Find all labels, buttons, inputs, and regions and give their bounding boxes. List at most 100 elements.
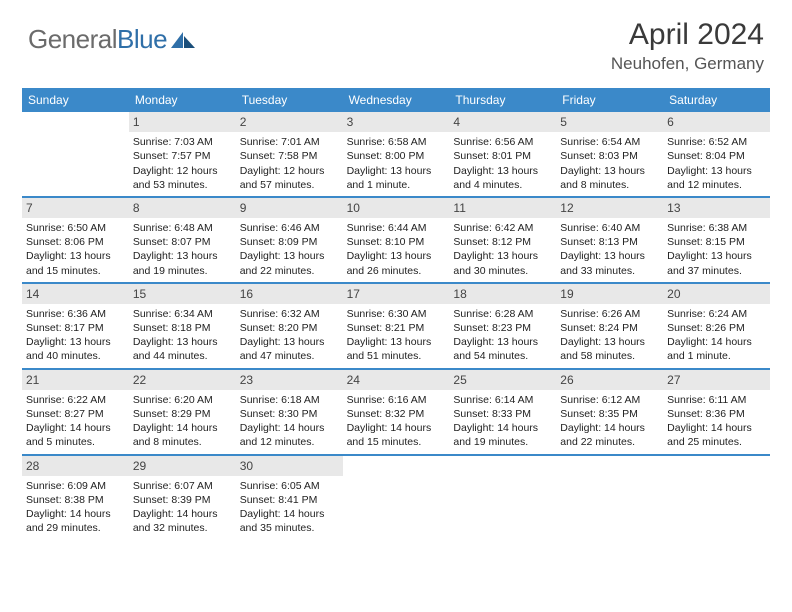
day-body: Sunrise: 6:24 AMSunset: 8:26 PMDaylight:… bbox=[663, 304, 770, 368]
sunrise-text: Sunrise: 6:40 AM bbox=[560, 221, 659, 235]
day-number bbox=[343, 456, 450, 476]
day-body: Sunrise: 6:28 AMSunset: 8:23 PMDaylight:… bbox=[449, 304, 556, 368]
sunrise-text: Sunrise: 7:01 AM bbox=[240, 135, 339, 149]
sunrise-text: Sunrise: 6:32 AM bbox=[240, 307, 339, 321]
daylight-text: Daylight: 13 hours and 8 minutes. bbox=[560, 164, 659, 192]
title-block: April 2024 Neuhofen, Germany bbox=[611, 18, 764, 74]
week-row: 14Sunrise: 6:36 AMSunset: 8:17 PMDayligh… bbox=[22, 282, 770, 368]
sunset-text: Sunset: 8:17 PM bbox=[26, 321, 125, 335]
daylight-text: Daylight: 13 hours and 40 minutes. bbox=[26, 335, 125, 363]
day-number: 13 bbox=[663, 198, 770, 218]
sunset-text: Sunset: 8:06 PM bbox=[26, 235, 125, 249]
day-28: 28Sunrise: 6:09 AMSunset: 8:38 PMDayligh… bbox=[22, 456, 129, 540]
sunrise-text: Sunrise: 6:20 AM bbox=[133, 393, 232, 407]
day-number: 20 bbox=[663, 284, 770, 304]
sunset-text: Sunset: 8:30 PM bbox=[240, 407, 339, 421]
sunrise-text: Sunrise: 6:38 AM bbox=[667, 221, 766, 235]
day-empty bbox=[663, 456, 770, 540]
location-label: Neuhofen, Germany bbox=[611, 54, 764, 74]
weeks-grid: 1Sunrise: 7:03 AMSunset: 7:57 PMDaylight… bbox=[22, 112, 770, 539]
weekday-thursday: Thursday bbox=[449, 88, 556, 112]
day-24: 24Sunrise: 6:16 AMSunset: 8:32 PMDayligh… bbox=[343, 370, 450, 454]
day-19: 19Sunrise: 6:26 AMSunset: 8:24 PMDayligh… bbox=[556, 284, 663, 368]
day-15: 15Sunrise: 6:34 AMSunset: 8:18 PMDayligh… bbox=[129, 284, 236, 368]
daylight-text: Daylight: 14 hours and 15 minutes. bbox=[347, 421, 446, 449]
daylight-text: Daylight: 13 hours and 4 minutes. bbox=[453, 164, 552, 192]
weekday-sunday: Sunday bbox=[22, 88, 129, 112]
daylight-text: Daylight: 14 hours and 12 minutes. bbox=[240, 421, 339, 449]
day-number: 23 bbox=[236, 370, 343, 390]
daylight-text: Daylight: 14 hours and 32 minutes. bbox=[133, 507, 232, 535]
sunset-text: Sunset: 8:29 PM bbox=[133, 407, 232, 421]
day-body: Sunrise: 6:52 AMSunset: 8:04 PMDaylight:… bbox=[663, 132, 770, 196]
week-row: 7Sunrise: 6:50 AMSunset: 8:06 PMDaylight… bbox=[22, 196, 770, 282]
sunset-text: Sunset: 8:15 PM bbox=[667, 235, 766, 249]
weekday-saturday: Saturday bbox=[663, 88, 770, 112]
sunrise-text: Sunrise: 6:11 AM bbox=[667, 393, 766, 407]
sunset-text: Sunset: 8:32 PM bbox=[347, 407, 446, 421]
day-29: 29Sunrise: 6:07 AMSunset: 8:39 PMDayligh… bbox=[129, 456, 236, 540]
sunset-text: Sunset: 8:18 PM bbox=[133, 321, 232, 335]
day-number: 18 bbox=[449, 284, 556, 304]
sunset-text: Sunset: 8:04 PM bbox=[667, 149, 766, 163]
day-body: Sunrise: 6:05 AMSunset: 8:41 PMDaylight:… bbox=[236, 476, 343, 540]
day-2: 2Sunrise: 7:01 AMSunset: 7:58 PMDaylight… bbox=[236, 112, 343, 196]
weekday-friday: Friday bbox=[556, 88, 663, 112]
day-number: 7 bbox=[22, 198, 129, 218]
day-3: 3Sunrise: 6:58 AMSunset: 8:00 PMDaylight… bbox=[343, 112, 450, 196]
daylight-text: Daylight: 14 hours and 22 minutes. bbox=[560, 421, 659, 449]
day-11: 11Sunrise: 6:42 AMSunset: 8:12 PMDayligh… bbox=[449, 198, 556, 282]
sunset-text: Sunset: 8:01 PM bbox=[453, 149, 552, 163]
sunrise-text: Sunrise: 6:22 AM bbox=[26, 393, 125, 407]
day-12: 12Sunrise: 6:40 AMSunset: 8:13 PMDayligh… bbox=[556, 198, 663, 282]
day-body: Sunrise: 6:30 AMSunset: 8:21 PMDaylight:… bbox=[343, 304, 450, 368]
day-number: 25 bbox=[449, 370, 556, 390]
sunset-text: Sunset: 8:36 PM bbox=[667, 407, 766, 421]
day-21: 21Sunrise: 6:22 AMSunset: 8:27 PMDayligh… bbox=[22, 370, 129, 454]
day-27: 27Sunrise: 6:11 AMSunset: 8:36 PMDayligh… bbox=[663, 370, 770, 454]
day-number: 11 bbox=[449, 198, 556, 218]
day-body: Sunrise: 6:12 AMSunset: 8:35 PMDaylight:… bbox=[556, 390, 663, 454]
logo: GeneralBlue bbox=[28, 24, 197, 55]
day-body: Sunrise: 6:26 AMSunset: 8:24 PMDaylight:… bbox=[556, 304, 663, 368]
day-body: Sunrise: 6:16 AMSunset: 8:32 PMDaylight:… bbox=[343, 390, 450, 454]
sunrise-text: Sunrise: 7:03 AM bbox=[133, 135, 232, 149]
daylight-text: Daylight: 13 hours and 33 minutes. bbox=[560, 249, 659, 277]
logo-sail-icon bbox=[169, 30, 197, 50]
day-body: Sunrise: 6:09 AMSunset: 8:38 PMDaylight:… bbox=[22, 476, 129, 540]
day-body: Sunrise: 6:32 AMSunset: 8:20 PMDaylight:… bbox=[236, 304, 343, 368]
daylight-text: Daylight: 13 hours and 12 minutes. bbox=[667, 164, 766, 192]
day-number: 21 bbox=[22, 370, 129, 390]
day-number bbox=[449, 456, 556, 476]
day-number: 27 bbox=[663, 370, 770, 390]
day-9: 9Sunrise: 6:46 AMSunset: 8:09 PMDaylight… bbox=[236, 198, 343, 282]
sunset-text: Sunset: 8:09 PM bbox=[240, 235, 339, 249]
sunset-text: Sunset: 8:24 PM bbox=[560, 321, 659, 335]
sunrise-text: Sunrise: 6:26 AM bbox=[560, 307, 659, 321]
day-number: 9 bbox=[236, 198, 343, 218]
weekday-monday: Monday bbox=[129, 88, 236, 112]
daylight-text: Daylight: 14 hours and 8 minutes. bbox=[133, 421, 232, 449]
day-number: 4 bbox=[449, 112, 556, 132]
day-body: Sunrise: 6:40 AMSunset: 8:13 PMDaylight:… bbox=[556, 218, 663, 282]
day-number: 16 bbox=[236, 284, 343, 304]
day-body: Sunrise: 6:58 AMSunset: 8:00 PMDaylight:… bbox=[343, 132, 450, 196]
day-body: Sunrise: 7:01 AMSunset: 7:58 PMDaylight:… bbox=[236, 132, 343, 196]
day-13: 13Sunrise: 6:38 AMSunset: 8:15 PMDayligh… bbox=[663, 198, 770, 282]
day-body: Sunrise: 6:14 AMSunset: 8:33 PMDaylight:… bbox=[449, 390, 556, 454]
sunrise-text: Sunrise: 6:07 AM bbox=[133, 479, 232, 493]
day-22: 22Sunrise: 6:20 AMSunset: 8:29 PMDayligh… bbox=[129, 370, 236, 454]
sunrise-text: Sunrise: 6:48 AM bbox=[133, 221, 232, 235]
daylight-text: Daylight: 12 hours and 57 minutes. bbox=[240, 164, 339, 192]
day-number: 24 bbox=[343, 370, 450, 390]
day-number bbox=[22, 112, 129, 132]
day-number: 17 bbox=[343, 284, 450, 304]
sunset-text: Sunset: 8:41 PM bbox=[240, 493, 339, 507]
day-body: Sunrise: 6:50 AMSunset: 8:06 PMDaylight:… bbox=[22, 218, 129, 282]
day-empty bbox=[449, 456, 556, 540]
day-empty bbox=[343, 456, 450, 540]
sunrise-text: Sunrise: 6:12 AM bbox=[560, 393, 659, 407]
day-empty bbox=[22, 112, 129, 196]
sunset-text: Sunset: 8:03 PM bbox=[560, 149, 659, 163]
daylight-text: Daylight: 13 hours and 1 minute. bbox=[347, 164, 446, 192]
